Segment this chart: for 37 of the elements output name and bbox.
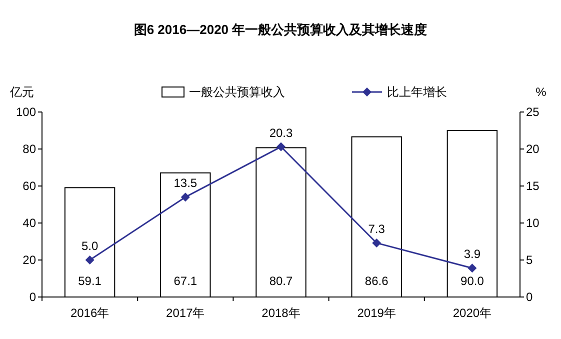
x-tick-label: 2020年	[452, 306, 492, 320]
point	[468, 264, 477, 273]
data-label: 86.6	[364, 274, 389, 288]
y-tick-label: 80	[22, 142, 36, 156]
y2-tick-label: 25	[526, 105, 540, 119]
data-label: 80.7	[269, 274, 293, 288]
x-tick-label: 2016年	[70, 306, 110, 320]
data-label: 3.9	[464, 247, 481, 262]
y2-tick-label: 15	[526, 179, 540, 193]
y-tick-label: 20	[22, 253, 36, 267]
y2-tick-label: 0	[526, 290, 533, 304]
y-tick-label: 60	[22, 179, 36, 193]
y2-tick-label: 5	[526, 253, 533, 267]
y2-tick-label: 20	[526, 142, 540, 156]
chart-title: 图6 2016—2020 年一般公共预算收入及其增长速度	[134, 22, 428, 37]
y2-axis-title: %	[536, 85, 547, 99]
data-label: 5.0	[81, 239, 98, 253]
data-label: 20.3	[269, 126, 293, 140]
y-axis-title: 亿元	[9, 85, 34, 99]
y-tick-label: 100	[16, 105, 36, 119]
data-label: 90.0	[460, 274, 484, 288]
x-tick-label: 2019年	[357, 306, 396, 320]
legend-label: 一般公共预算收入	[189, 85, 285, 99]
point	[180, 192, 190, 202]
y-tick-label: 0	[29, 290, 36, 304]
data-label: 67.1	[174, 274, 198, 288]
x-tick-label: 2017年	[166, 306, 205, 320]
legend-label: 比上年增长	[387, 85, 447, 99]
data-label: 59.1	[78, 274, 102, 288]
point	[372, 238, 382, 248]
data-label: 13.5	[174, 176, 198, 190]
data-label: 7.3	[368, 222, 386, 236]
y2-tick-label: 10	[526, 216, 540, 230]
y-tick-label: 40	[22, 216, 36, 230]
point	[276, 142, 286, 152]
x-tick-label: 2018年	[262, 306, 300, 320]
point	[85, 256, 94, 264]
